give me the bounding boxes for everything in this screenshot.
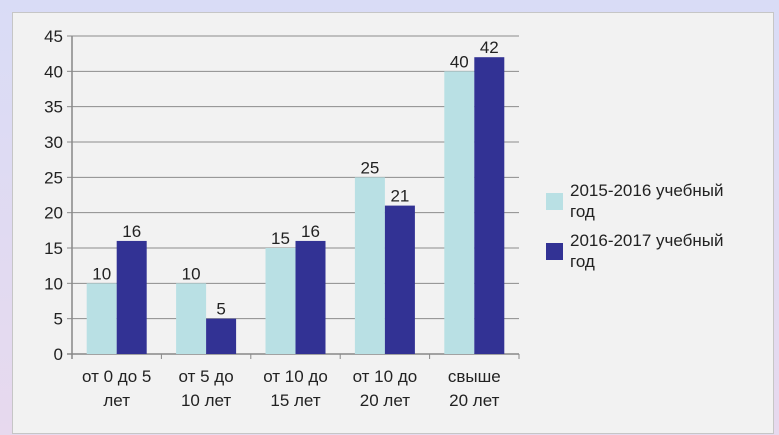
legend-swatch-1	[546, 243, 563, 260]
y-tick-label-6: 30	[44, 133, 63, 152]
category-label-1-line-1: 10 лет	[181, 391, 231, 410]
legend-label-1-line-0: 2016-2017 учебный	[570, 231, 723, 250]
bar-s1-c2	[295, 240, 326, 354]
y-tick-label-8: 40	[44, 62, 63, 81]
data-label-s1-c0: 16	[122, 222, 141, 241]
data-label-s0-c0: 10	[92, 264, 111, 283]
bar-s0-c3	[354, 177, 385, 354]
bar-s0-c0	[86, 283, 117, 354]
legend-label-0-line-0: 2015-2016 учебный	[570, 181, 723, 200]
category-label-3-line-1: 20 лет	[360, 391, 410, 410]
category-label-4-line-0: свыше	[448, 367, 501, 386]
category-label-1-line-0: от 5 до	[179, 367, 234, 386]
category-label-4-line-1: 20 лет	[449, 391, 499, 410]
category-label-0-line-0: от 0 до 5	[82, 367, 151, 386]
category-label-2-line-0: от 10 до	[263, 367, 328, 386]
legend-label-0-line-1: год	[570, 202, 595, 221]
category-label-3-line-0: от 10 до	[353, 367, 418, 386]
legend-label-1-line-1: год	[570, 252, 595, 271]
y-tick-label-3: 15	[44, 239, 63, 258]
data-label-s1-c3: 21	[390, 187, 409, 206]
data-label-s0-c1: 10	[182, 264, 201, 283]
y-tick-label-1: 5	[54, 310, 63, 329]
chart-frame: 0 5 10 15 20 25 30 35 40 45 10 16 от 0 до 5 лет 10 5 от …	[12, 12, 774, 434]
y-tick-label-7: 35	[44, 98, 63, 117]
legend-swatch-0	[546, 193, 563, 210]
data-label-s1-c1: 5	[216, 300, 225, 319]
bar-s1-c0	[116, 240, 147, 354]
category-label-0-line-1: лет	[103, 391, 130, 410]
data-label-s0-c4: 40	[450, 52, 469, 71]
data-label-s0-c2: 15	[271, 229, 290, 248]
y-tick-label-4: 20	[44, 204, 63, 223]
bar-s0-c4	[444, 71, 475, 355]
data-label-s0-c3: 25	[360, 158, 379, 177]
y-tick-label-0: 0	[54, 345, 63, 364]
y-tick-label-5: 25	[44, 168, 63, 187]
bar-s0-c2	[265, 248, 296, 354]
category-label-2-line-1: 15 лет	[270, 391, 320, 410]
y-tick-label-2: 10	[44, 274, 63, 293]
y-tick-label-9: 45	[44, 27, 63, 46]
data-label-s1-c4: 42	[480, 38, 499, 57]
bar-s1-c4	[474, 57, 505, 354]
bar-chart: 0 5 10 15 20 25 30 35 40 45 10 16 от 0 до 5 лет 10 5 от …	[44, 27, 723, 410]
bar-s1-c3	[384, 205, 415, 354]
bar-s0-c1	[176, 283, 207, 354]
data-label-s1-c2: 16	[301, 222, 320, 241]
bar-s1-c1	[206, 318, 237, 354]
